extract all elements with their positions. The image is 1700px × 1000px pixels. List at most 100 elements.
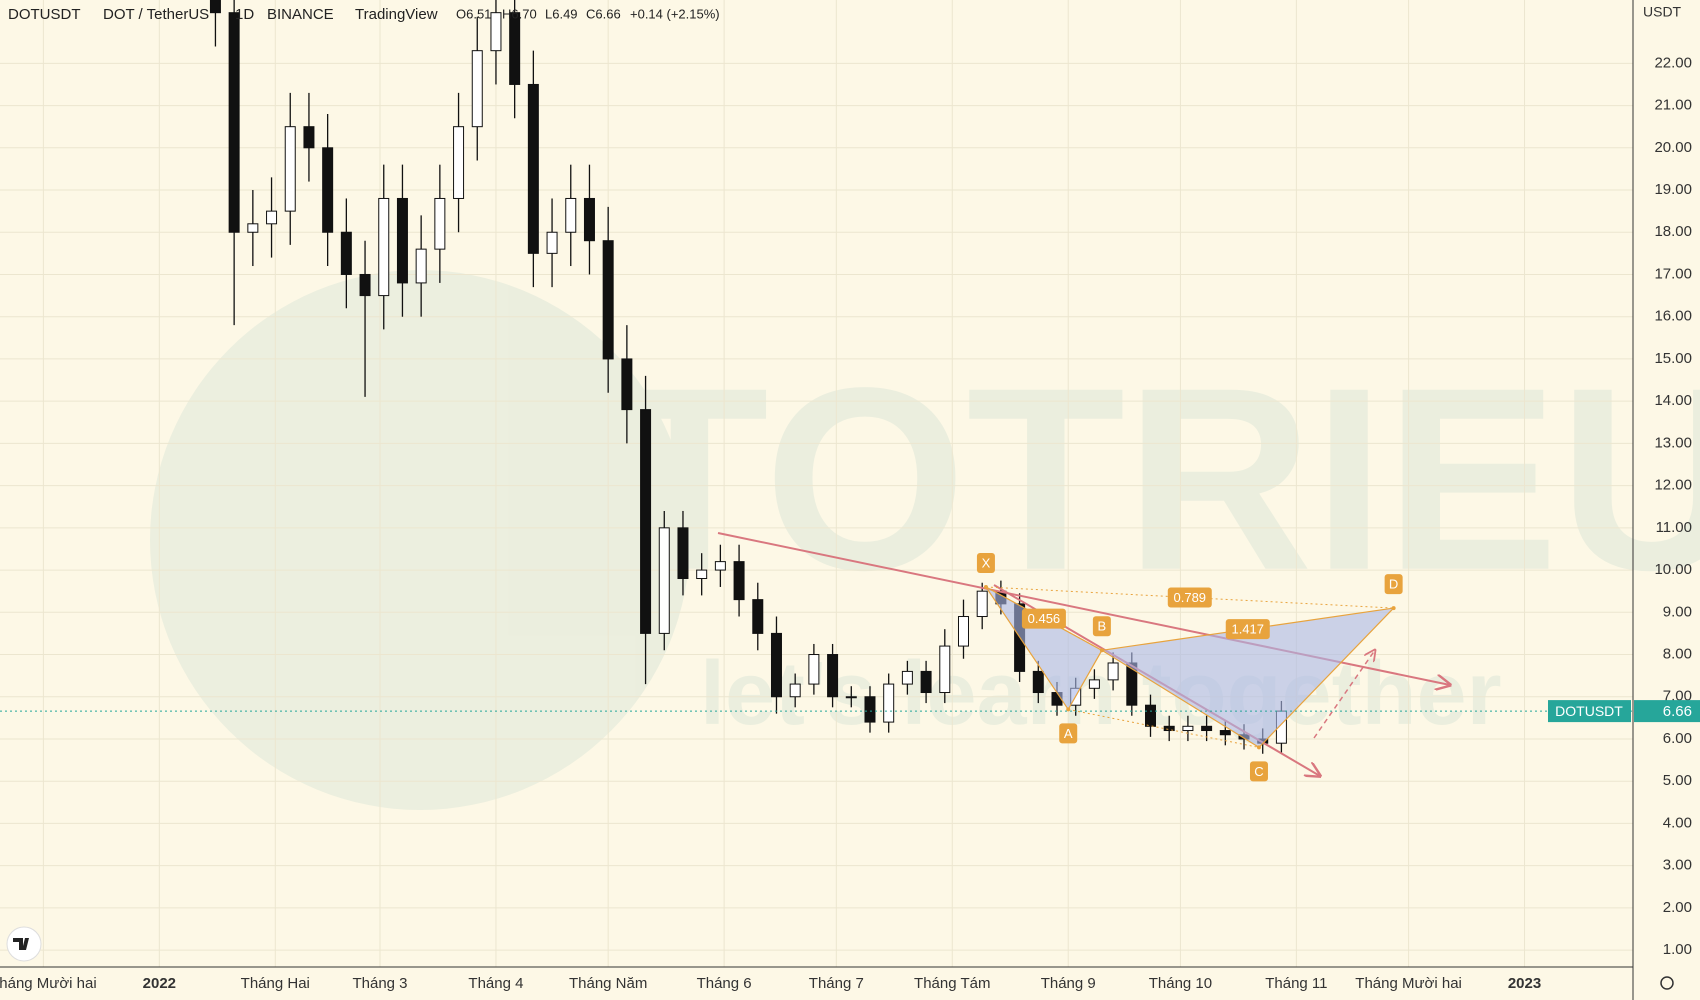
watermark-brand: TOTRIEU [610,335,1700,625]
y-tick-label: 9.00 [1663,603,1692,620]
x-tick-label: Tháng Mười hai [0,975,97,992]
ohlc-change: +0.14 (+2.15%) [630,6,720,21]
y-tick-label: 18.00 [1654,223,1692,240]
x-tick-label: Tháng 3 [352,975,407,992]
y-tick-label: 13.00 [1654,434,1692,451]
price-tag-label: 6.66 [1663,703,1692,720]
candle-body [602,240,614,360]
y-tick-label: 16.00 [1654,308,1692,325]
candle-body [770,632,782,698]
candle-body [1032,670,1044,694]
point-label: X [982,555,991,570]
ratio-badge [1021,608,1066,629]
y-tick-label: 11.00 [1656,519,1692,536]
symbol-tag [1548,700,1631,723]
candle-body [939,645,951,694]
candle-body [808,654,820,685]
candle-body [714,561,726,571]
ratio-badge [1225,619,1270,640]
point-label: D [1389,577,1398,592]
watermark: TOTRIEU let's learn together [150,270,1700,810]
source: TradingView [355,6,438,23]
x-tick-label: Tháng Hai [241,975,310,992]
candle-body [509,12,521,85]
y-tick-label: 4.00 [1663,814,1692,831]
y-tick-label: 22.00 [1654,54,1692,71]
y-tick-label: 3.00 [1663,857,1692,874]
x-tick-label: 2022 [143,975,176,992]
x-tick-label: Tháng 9 [1041,975,1096,992]
candle-body [266,210,278,225]
candle-body [1088,679,1100,689]
candle-body [789,683,801,698]
point-badge [1249,761,1268,782]
candle-body [1182,725,1194,732]
candle-body [733,561,745,601]
point-label: C [1254,764,1263,779]
y-tick-label: 1.00 [1663,941,1692,958]
x-tick-label: Tháng Mười hai [1355,975,1462,992]
candle-body [920,670,932,694]
x-tick-label: Tháng 11 [1265,975,1327,992]
candle-body [658,527,670,634]
x-tick-label: Tháng Năm [569,975,647,992]
y-tick-label: 2.00 [1663,899,1692,916]
grid [0,0,1633,967]
y-tick-label: 17.00 [1654,265,1692,282]
candle-body [883,683,895,723]
ohlc-high: H6.70 [502,6,537,21]
candle-body [434,197,446,250]
candle-body [471,50,483,128]
candle-body [396,197,408,284]
ratio-label: 0.456 [1028,611,1061,626]
ratio-badge [1167,587,1212,608]
x-tick-label: 2023 [1508,975,1541,992]
candle-body [284,126,296,212]
candle-body [957,616,969,647]
settings-icon[interactable] [1660,976,1674,990]
point-badge [1092,616,1111,637]
description: DOT / TetherUS [103,6,209,23]
candle-body [359,273,371,297]
candle-body [322,147,334,233]
candle-body [1201,725,1213,732]
candle-body [340,231,352,275]
currency[interactable]: USDT [1643,4,1682,20]
candle-body [209,0,221,14]
interval: 1D [235,6,254,23]
ohlc-open: O6.51 [456,6,491,21]
pattern-point [983,584,988,589]
y-tick-label: 10.00 [1654,561,1692,578]
candle-body [565,197,577,233]
y-tick-label: 19.00 [1654,181,1692,198]
candle-body [901,670,913,685]
candle-body [845,696,857,699]
pattern-point [1066,707,1071,712]
point-badge [1384,574,1403,595]
candle-body [453,126,465,199]
x-tick-label: Tháng 7 [809,975,864,992]
candle-body [247,223,259,233]
candle-body [864,696,876,723]
candle-body [527,83,539,254]
candle-body [696,569,708,580]
y-tick-label: 6.00 [1663,730,1692,747]
tv-logo-mark [13,938,29,950]
pattern-point [1099,648,1104,653]
y-tick-label: 12.00 [1654,477,1692,494]
candle-body [490,12,502,52]
candle-body [621,358,633,411]
candle-body [640,409,652,634]
tv-logo[interactable] [6,926,42,962]
x-tick-label: Tháng Tám [914,975,990,992]
watermark-slogan: let's learn together [700,644,1502,744]
candle-body [378,197,390,297]
candle-body [1163,725,1175,732]
candle-body [1107,662,1119,681]
candle-body [583,197,595,242]
candle-body [1219,730,1231,736]
candle-body [415,248,427,284]
point-label: B [1098,619,1107,634]
watermark-logo [150,270,690,810]
